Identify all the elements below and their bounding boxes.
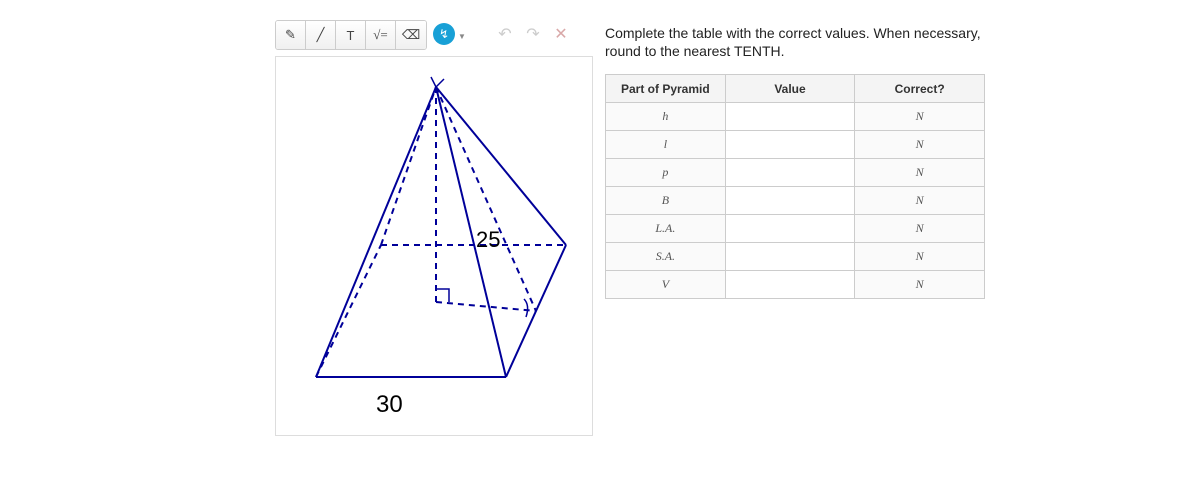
correct-cell: N	[855, 103, 985, 131]
table-row: h N	[606, 103, 985, 131]
value-cell[interactable]	[725, 271, 855, 299]
base-edge-label: 30	[376, 391, 403, 418]
close-icon: ✕	[554, 24, 567, 44]
pencil-icon: ✎	[285, 27, 296, 43]
figure-canvas[interactable]: 25 30	[275, 56, 593, 436]
table-row: p N	[606, 159, 985, 187]
pyramid-table: Part of Pyramid Value Correct? h N l N p	[605, 74, 985, 299]
math-tool-button[interactable]: √=	[366, 21, 396, 49]
part-cell: h	[606, 103, 726, 131]
correct-cell: N	[855, 159, 985, 187]
insert-icon: ↯	[439, 27, 449, 41]
pyramid-figure: 25 30	[286, 67, 586, 427]
col-header-value: Value	[725, 75, 855, 103]
insert-tool-button[interactable]: ↯	[433, 23, 455, 45]
close-button[interactable]: ✕	[549, 22, 573, 46]
math-icon: √=	[373, 27, 387, 43]
table-row: S.A. N	[606, 243, 985, 271]
value-cell[interactable]	[725, 215, 855, 243]
correct-cell: N	[855, 131, 985, 159]
correct-cell: N	[855, 187, 985, 215]
table-row: V N	[606, 271, 985, 299]
line-icon: ╱	[317, 27, 325, 43]
part-cell: p	[606, 159, 726, 187]
table-row: L.A. N	[606, 215, 985, 243]
part-cell: L.A.	[606, 215, 726, 243]
part-cell: B	[606, 187, 726, 215]
part-cell: S.A.	[606, 243, 726, 271]
question-prompt: Complete the table with the correct valu…	[605, 24, 985, 60]
col-header-correct: Correct?	[855, 75, 985, 103]
slant-height-label: 25	[476, 227, 500, 252]
value-cell[interactable]	[725, 131, 855, 159]
value-cell[interactable]	[725, 103, 855, 131]
undo-icon: ↶	[498, 24, 511, 44]
table-row: l N	[606, 131, 985, 159]
drawing-toolbar: ✎ ╱ T √= ⌫ ↯ ▼ ↶ ↷ ✕	[275, 20, 593, 50]
undo-button[interactable]: ↶	[493, 22, 517, 46]
text-icon: T	[347, 28, 355, 43]
correct-cell: N	[855, 271, 985, 299]
eraser-icon: ⌫	[402, 27, 420, 43]
correct-cell: N	[855, 215, 985, 243]
redo-button[interactable]: ↷	[521, 22, 545, 46]
value-cell[interactable]	[725, 243, 855, 271]
pencil-tool-button[interactable]: ✎	[276, 21, 306, 49]
redo-icon: ↷	[526, 24, 539, 44]
part-cell: V	[606, 271, 726, 299]
value-cell[interactable]	[725, 159, 855, 187]
eraser-tool-button[interactable]: ⌫	[396, 21, 426, 49]
value-cell[interactable]	[725, 187, 855, 215]
col-header-part: Part of Pyramid	[606, 75, 726, 103]
text-tool-button[interactable]: T	[336, 21, 366, 49]
part-cell: l	[606, 131, 726, 159]
correct-cell: N	[855, 243, 985, 271]
line-tool-button[interactable]: ╱	[306, 21, 336, 49]
table-row: B N	[606, 187, 985, 215]
insert-dropdown-caret[interactable]: ▼	[457, 23, 467, 50]
